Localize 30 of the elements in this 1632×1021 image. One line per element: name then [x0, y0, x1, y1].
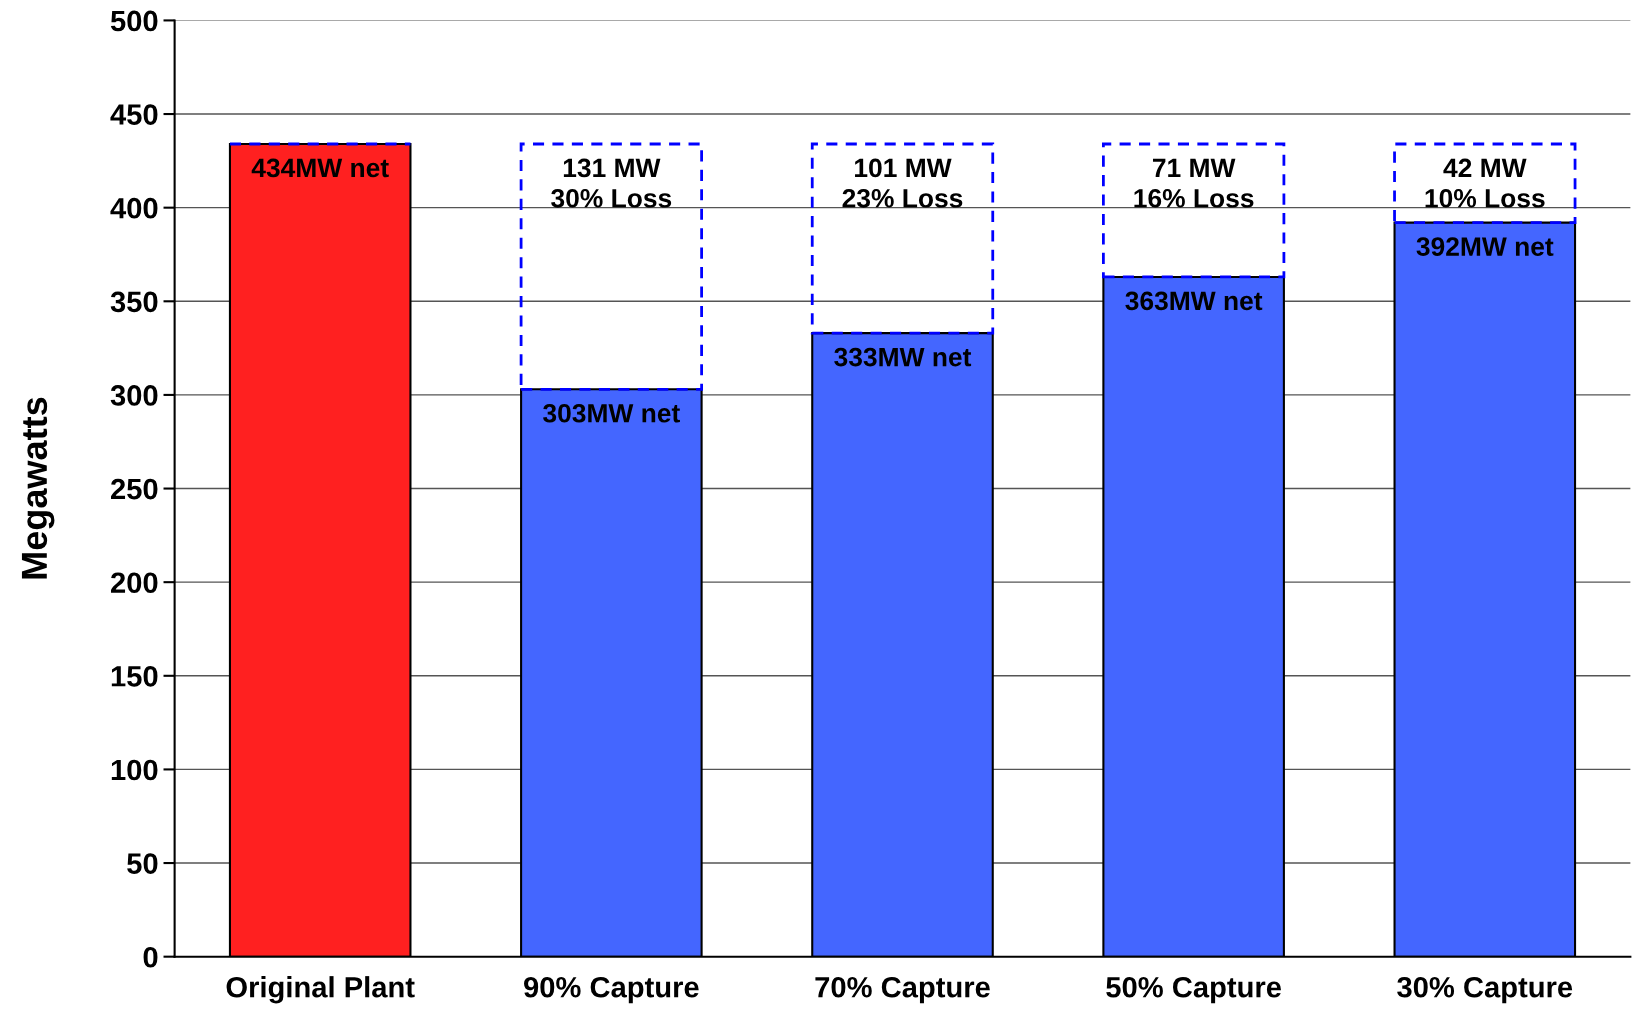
- y-tick-label: 200: [111, 572, 158, 594]
- x-tick-label: 50% Capture: [1106, 976, 1281, 1004]
- y-tick-label: 300: [110, 385, 158, 406]
- x-tick-label: Original Plant: [226, 976, 415, 1004]
- y-tick-label: 100: [111, 759, 158, 781]
- data-label: 392MW net: [1416, 237, 1554, 256]
- x-tick-label: 30% Capture: [1397, 976, 1573, 1004]
- bar: [1102, 142, 1286, 279]
- y-tick-label: 0: [143, 946, 158, 968]
- y-tick-label: 500: [110, 10, 158, 32]
- x-tick-label: 70% Capture: [815, 976, 990, 1004]
- y-tick-label: 250: [111, 478, 158, 500]
- data-label: 101 MW 23% Loss: [842, 158, 963, 208]
- data-label: 434MW net: [251, 158, 389, 178]
- y-tick-label: 400: [110, 197, 158, 219]
- y-tick-label: 150: [111, 666, 158, 687]
- y-tick-label: 50: [127, 853, 158, 874]
- y-tick-label: 350: [110, 291, 158, 313]
- data-label: 333MW net: [834, 347, 972, 367]
- data-label: 71 MW 16% Loss: [1134, 158, 1254, 208]
- y-tick-label: 450: [110, 104, 158, 125]
- bar: [519, 142, 703, 391]
- bar: [810, 142, 995, 335]
- data-label: 303MW net: [543, 403, 680, 423]
- y-axis-title: Megawatts: [21, 397, 55, 579]
- data-label: 42 MW 10% Loss: [1425, 158, 1545, 208]
- bar: [1393, 142, 1577, 225]
- data-label: 131 MW 30% Loss: [551, 158, 672, 208]
- x-tick-label: 90% Capture: [524, 976, 699, 1004]
- data-label: 363MW net: [1125, 291, 1263, 311]
